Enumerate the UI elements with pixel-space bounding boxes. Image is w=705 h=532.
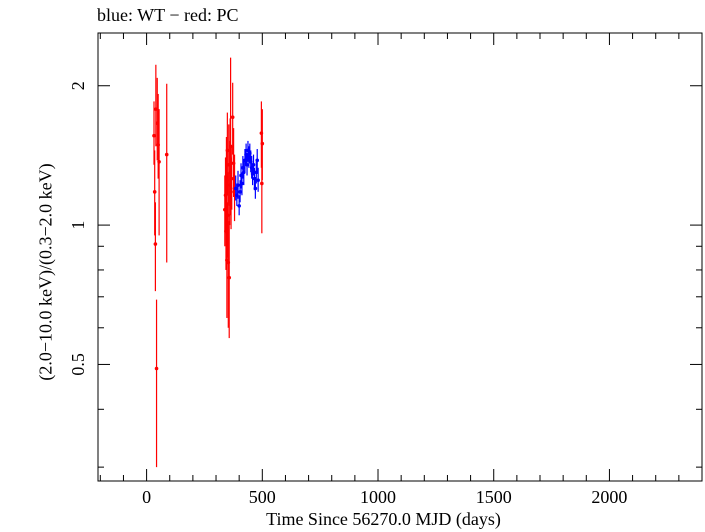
pc-data-point <box>231 161 236 166</box>
wt-data-point <box>246 148 250 153</box>
wt-data-point <box>244 152 248 157</box>
wt-data-point <box>235 193 239 198</box>
error-bars <box>153 57 263 468</box>
pc-data-point <box>157 160 161 164</box>
pc-data-point <box>224 229 228 234</box>
wt-data-point <box>253 186 258 191</box>
y-tick-label: 1 <box>68 221 88 230</box>
pc-data-point <box>152 190 157 194</box>
wt-data-point <box>236 183 240 187</box>
pc-data-point <box>229 176 234 181</box>
pc-data-point <box>260 181 264 186</box>
pc-data-point <box>259 131 264 135</box>
pc-data-point <box>226 213 230 218</box>
pc-data-point <box>156 143 160 147</box>
pc-data-point <box>227 183 232 187</box>
wt-data-point <box>252 176 257 181</box>
x-tick-label: 1000 <box>360 487 396 507</box>
wt-data-point <box>237 204 241 208</box>
wt-data-point <box>248 160 253 164</box>
wt-data-point <box>240 181 244 186</box>
wt-data-point <box>255 158 260 163</box>
pc-data-point <box>228 144 233 149</box>
wt-data-point <box>249 165 254 170</box>
pc-data-point <box>155 121 160 126</box>
wt-data-point <box>241 165 245 170</box>
pc-data-point <box>153 242 158 246</box>
plot-frame <box>97 32 703 482</box>
x-tick-label: 2000 <box>591 487 627 507</box>
wt-data-point <box>239 173 243 178</box>
wt-data-point <box>248 151 252 155</box>
pc-data-point <box>260 141 265 146</box>
wt-data-point <box>241 170 246 175</box>
wt-data-point <box>254 170 259 175</box>
wt-data-point <box>256 178 260 183</box>
wt-data-point <box>238 190 242 194</box>
pc-data-point <box>154 107 158 111</box>
wt-data-point <box>243 158 247 163</box>
pc-data-point <box>230 115 235 120</box>
y-tick-label: 2 <box>68 81 88 90</box>
x-tick-label: 0 <box>142 487 151 507</box>
pc-data-point <box>226 260 231 265</box>
pc-data-point <box>226 162 231 167</box>
wt-data-point <box>251 162 256 167</box>
pc-data-point <box>154 366 159 371</box>
pc-data-point <box>229 190 233 194</box>
chart-title: blue: WT − red: PC <box>97 5 239 25</box>
pc-data-point <box>223 193 228 198</box>
pc-data-point <box>224 178 229 183</box>
x-tick-label: 1500 <box>476 487 512 507</box>
axis-ticks <box>98 33 703 481</box>
pc-data-point <box>164 152 169 157</box>
wt-data-point <box>245 162 249 167</box>
x-tick-label: 500 <box>249 487 276 507</box>
data-points <box>152 107 265 371</box>
pc-data-point <box>223 207 227 212</box>
pc-data-point <box>228 170 232 175</box>
pc-data-point <box>152 133 156 138</box>
y-axis-label: (2.0−10.0 keV)/(0.3−2.0 keV) <box>35 163 56 381</box>
wt-data-point <box>247 155 251 160</box>
x-axis-label: Time Since 56270.0 MJD (days) <box>266 509 501 529</box>
pc-data-point <box>225 148 230 153</box>
y-tick-label: 0.5 <box>68 353 88 376</box>
wt-data-point <box>233 186 238 191</box>
wt-data-point <box>250 172 255 176</box>
pc-data-point <box>227 275 232 280</box>
axis-tick-labels: 0 500 1000 1500 2000 0.5 1 2 <box>68 81 627 507</box>
